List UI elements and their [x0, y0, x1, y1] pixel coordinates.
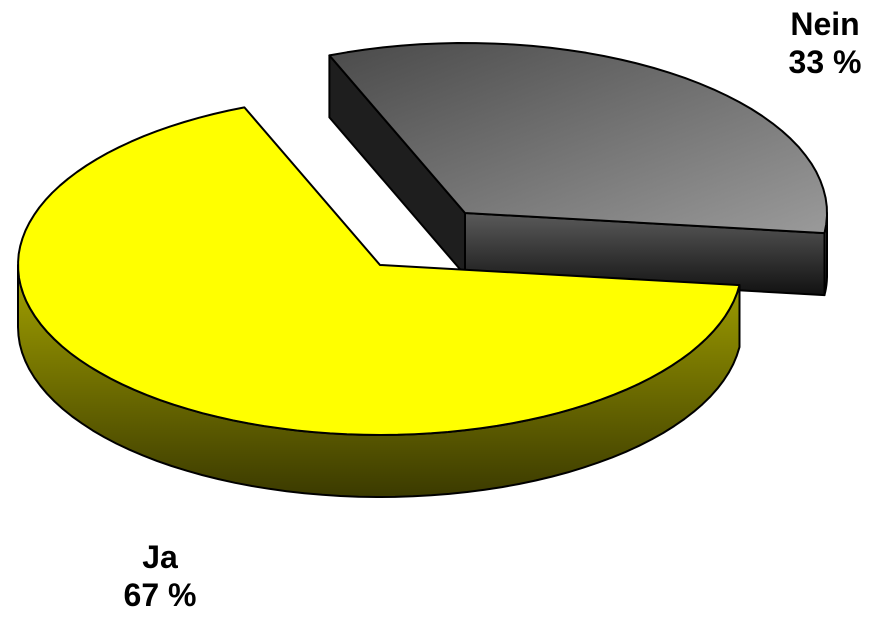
data-label-nein-value: 33 %: [788, 44, 862, 80]
data-label-nein-category: Nein: [790, 6, 860, 42]
data-label-nein: Nein 33 %: [770, 5, 880, 81]
pie-slice-ja: [17, 106, 741, 498]
pie-slice-ja-top: [17, 106, 741, 436]
data-label-ja-value: 67 %: [123, 577, 197, 613]
data-label-ja-category: Ja: [142, 539, 178, 575]
pie-slice-nein: [328, 42, 828, 297]
data-label-ja: Ja 67 %: [95, 538, 225, 614]
pie-slice-nein-top: [328, 42, 828, 235]
